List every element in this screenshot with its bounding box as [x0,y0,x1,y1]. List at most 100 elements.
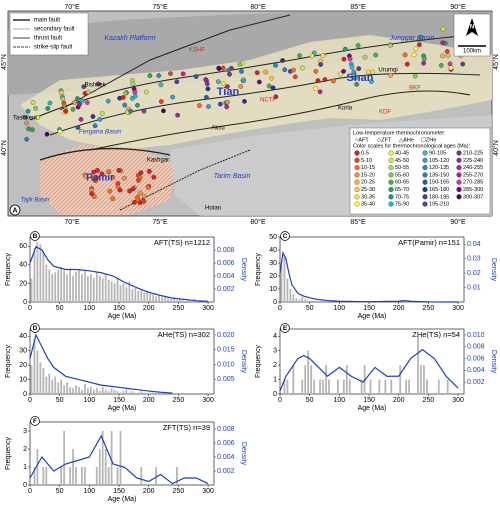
y-axis-label: Frequency [255,344,262,378]
age-swatch [422,186,428,193]
age-swatch [456,179,462,185]
x-tick-label: 300 [452,397,464,404]
sample-dot [225,99,230,105]
bar [54,272,57,302]
sample-dot [105,98,111,104]
bar [45,467,48,485]
bar [128,281,131,302]
bar [45,264,48,302]
bar [30,278,33,302]
age-swatch [456,172,462,178]
sample-dot [421,60,426,66]
age-swatch [354,201,360,207]
bar [283,256,286,302]
bar [342,379,345,394]
place-label: Kazakh Platform [104,35,156,42]
bar [75,467,77,485]
sample-dot [373,52,379,58]
bar [164,392,166,394]
sample-dot [110,175,116,180]
bar [86,276,89,302]
place-label: Aksu [211,126,224,132]
sample-dot [137,190,143,196]
bar [92,389,95,394]
x-tick-label: 150 [113,305,125,312]
sample-dot [135,197,140,203]
lon-label: 90°E [450,3,466,11]
sample-dot [141,193,147,199]
sample-dot [99,111,105,116]
bar [423,365,425,394]
age-label: 165-180 [429,187,449,193]
x-tick-label: 250 [173,305,185,312]
sample-dots [22,23,467,206]
sample-dot [297,53,302,59]
x-tick-label: 100 [84,488,96,495]
bar [39,362,42,394]
sample-dot [338,71,343,77]
sample-dot [320,53,326,59]
sample-dot [313,68,319,74]
age-swatch [354,165,360,171]
y2-tick-label: 0.020 [217,332,235,339]
lon-label: 80°E [250,218,266,226]
bar [63,385,66,394]
y2-tick-label: 0.004 [467,367,485,374]
density-curve [279,250,459,303]
place-label: NCTF [260,98,276,104]
y2-tick-label: 0.01 [467,284,481,291]
sample-dot [75,125,81,130]
x-tick-label: 250 [173,488,185,495]
bar [301,296,304,302]
age-swatch [422,201,428,207]
sample-dot [158,99,164,104]
panel-label: F [33,418,37,425]
lat-label: 40°N [0,140,8,156]
sample-dot [216,65,222,71]
bar [319,379,321,394]
bar [322,379,324,394]
sample-dot [168,71,173,76]
bar [161,297,163,302]
panel-badge [30,323,40,333]
bar [155,296,158,302]
x-tick-label: 200 [393,397,405,404]
age-label: 180-195 [429,194,449,200]
y2-tick-label: 0.004 [217,273,235,280]
bar [60,467,63,485]
sample-dot [141,199,147,204]
bar [345,365,348,394]
bar [313,379,316,394]
bar [60,266,63,302]
sample-dot [24,120,29,126]
bar [125,287,128,302]
age-label: 90-105 [429,150,446,156]
bar [116,391,119,394]
y2-tick-label: 0.04 [467,241,481,248]
bar [119,285,122,302]
sample-dot [45,106,51,111]
sample-dot [440,40,446,46]
bar [134,288,137,302]
y-tick-label: 20 [269,273,277,280]
sample-dot [417,42,422,48]
sample-dot [117,187,123,193]
panel-badge [9,204,21,216]
bar [36,449,39,485]
age-swatch [456,157,462,163]
chart-title: AFT(TS) n=1212 [154,238,210,247]
bar [107,391,110,394]
sample-dot [315,78,321,83]
age-label: 240-255 [463,165,483,171]
sample-dot [224,104,230,110]
sample-dot [72,100,77,105]
age-label: 50-55 [395,165,409,171]
sample-dot [216,79,221,85]
histogram-panel: 0 50 100 150 200 250 300 0 1 2 3 4 0.002 0.004 0.006 0.… [255,323,497,412]
y-tick-label: 3 [23,428,27,435]
age-swatch [354,150,360,156]
panel-label: C [283,233,288,240]
density-curve [29,245,209,302]
bar [42,250,45,302]
sample-dot [291,67,296,73]
